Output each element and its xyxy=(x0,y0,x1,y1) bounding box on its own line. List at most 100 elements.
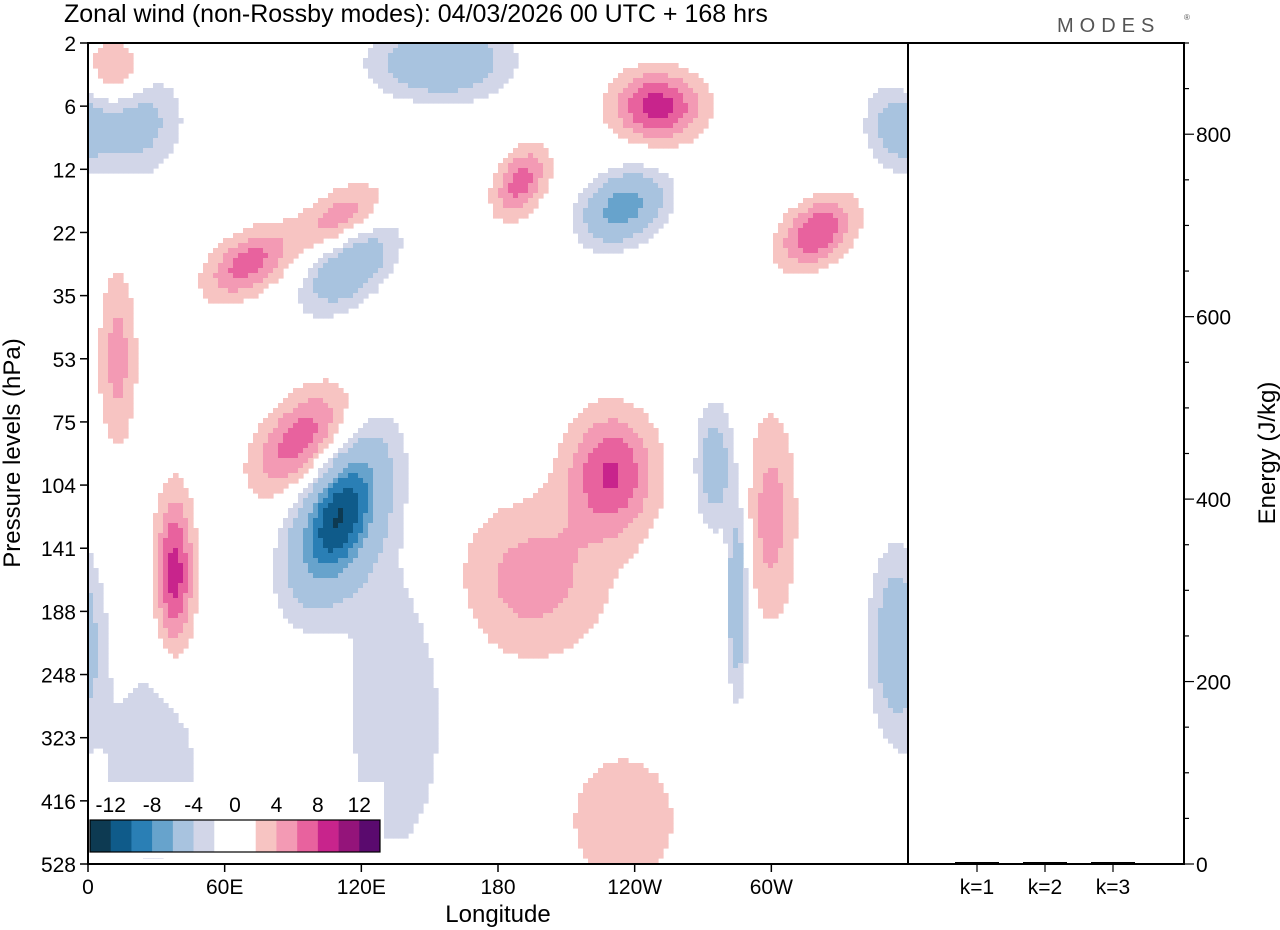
heatmap-cell xyxy=(833,223,839,229)
heatmap-cell xyxy=(113,333,119,339)
heatmap-cell xyxy=(363,238,369,244)
heatmap-cell xyxy=(123,108,129,114)
heatmap-cell xyxy=(758,433,764,439)
heatmap-cell xyxy=(398,78,404,84)
heatmap-cell xyxy=(598,478,604,484)
heatmap-cell xyxy=(123,133,129,139)
heatmap-cell xyxy=(793,498,799,504)
heatmap-cell xyxy=(263,273,269,279)
heatmap-cell xyxy=(333,283,339,289)
heatmap-cell xyxy=(353,568,359,574)
heatmap-cell xyxy=(273,453,279,459)
heatmap-cell xyxy=(238,293,244,299)
heatmap-cell xyxy=(298,223,304,229)
heatmap-cell xyxy=(183,558,189,564)
heatmap-cell xyxy=(278,418,284,424)
heatmap-cell xyxy=(713,408,719,414)
heatmap-cell xyxy=(318,573,324,579)
heatmap-cell xyxy=(788,453,794,459)
heatmap-cell xyxy=(383,68,389,74)
heatmap-cell xyxy=(128,358,134,364)
heatmap-cell xyxy=(783,268,789,274)
heatmap-cell xyxy=(733,558,739,564)
heatmap-cell xyxy=(458,58,464,64)
heatmap-cell xyxy=(608,538,614,544)
heatmap-cell xyxy=(828,233,834,239)
heatmap-cell xyxy=(703,478,709,484)
heatmap-cell xyxy=(888,143,894,149)
heatmap-cell xyxy=(283,263,289,269)
heatmap-cell xyxy=(503,188,509,194)
heatmap-cell xyxy=(518,183,524,189)
heatmap-cell xyxy=(308,393,314,399)
heatmap-cell xyxy=(638,98,644,104)
heatmap-cell xyxy=(108,353,114,359)
heatmap-cell xyxy=(318,393,324,399)
heatmap-cell xyxy=(433,78,439,84)
heatmap-cell xyxy=(803,253,809,259)
heatmap-cell xyxy=(328,388,334,394)
heatmap-cell xyxy=(313,478,319,484)
heatmap-cell xyxy=(533,493,539,499)
heatmap-cell xyxy=(713,483,719,489)
heatmap-cell xyxy=(693,458,699,464)
heatmap-cell xyxy=(203,263,209,269)
heatmap-cell xyxy=(223,263,229,269)
heatmap-cell xyxy=(228,298,234,304)
heatmap-cell xyxy=(118,308,124,314)
heatmap-cell xyxy=(768,493,774,499)
heatmap-cell xyxy=(778,228,784,234)
heatmap-cell xyxy=(288,448,294,454)
heatmap-cell xyxy=(338,568,344,574)
heatmap-cell xyxy=(303,383,309,389)
heatmap-cell xyxy=(833,193,839,199)
heatmap-cell xyxy=(393,463,399,469)
heatmap-cell xyxy=(768,548,774,554)
heatmap xyxy=(88,43,909,864)
heatmap-cell xyxy=(308,513,314,519)
heatmap-cell xyxy=(328,278,334,284)
heatmap-cell xyxy=(108,283,114,289)
heatmap-cell xyxy=(643,88,649,94)
heatmap-cell xyxy=(508,533,514,539)
heatmap-cell xyxy=(88,578,94,584)
heatmap-cell xyxy=(383,473,389,479)
heatmap-cell xyxy=(783,248,789,254)
heatmap-cell xyxy=(423,83,429,89)
heatmap-cell xyxy=(638,108,644,114)
heatmap-cell xyxy=(358,563,364,569)
heatmap-cell xyxy=(403,483,409,489)
heatmap-cell xyxy=(683,103,689,109)
heatmap-cell xyxy=(838,218,844,224)
heatmap-cell xyxy=(358,283,364,289)
heatmap-cell xyxy=(498,528,504,534)
heatmap-cell xyxy=(813,248,819,254)
heatmap-cell xyxy=(268,418,274,424)
heatmap-cell xyxy=(628,463,634,469)
heatmap-cell xyxy=(283,223,289,229)
heatmap-cell xyxy=(283,553,289,559)
heatmap-cell xyxy=(303,228,309,234)
heatmap-cell xyxy=(438,53,444,59)
heatmap-cell xyxy=(723,493,729,499)
heatmap-cell xyxy=(543,503,549,509)
heatmap-cell xyxy=(268,468,274,474)
heatmap-cell xyxy=(788,498,794,504)
heatmap-cell xyxy=(318,578,324,584)
heatmap-cell xyxy=(678,108,684,114)
heatmap-cell xyxy=(638,438,644,444)
heatmap-cell xyxy=(508,68,514,74)
heatmap-cell xyxy=(598,483,604,489)
heatmap-cell xyxy=(348,208,354,214)
heatmap-cell xyxy=(463,43,469,49)
heatmap-cell xyxy=(98,388,104,394)
heatmap-cell xyxy=(343,548,349,554)
heatmap-cell xyxy=(688,113,694,119)
heatmap-cell xyxy=(418,73,424,79)
heatmap-cell xyxy=(618,413,624,419)
heatmap-cell xyxy=(883,563,889,569)
heatmap-cell xyxy=(373,453,379,459)
heatmap-cell xyxy=(93,123,99,129)
heatmap-cell xyxy=(513,508,519,514)
heatmap-cell xyxy=(363,198,369,204)
